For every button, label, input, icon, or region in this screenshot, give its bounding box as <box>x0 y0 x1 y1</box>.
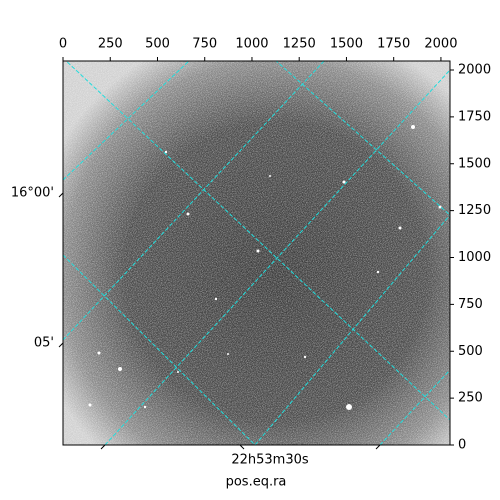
y-tick-label: 1750 <box>458 109 491 124</box>
ra-tick <box>100 444 106 450</box>
x-tick-label: 2000 <box>424 37 457 52</box>
x-tick-label: 1500 <box>330 37 363 52</box>
y-tick-label: 2000 <box>458 63 491 78</box>
dec-label: 16°00' <box>11 186 54 201</box>
x-axis-label: pos.eq.ra <box>226 475 287 490</box>
x-tick-label: 250 <box>98 37 123 52</box>
plot-frame <box>62 60 451 446</box>
y-tick-label: 1000 <box>458 250 491 265</box>
y-tick-label: 750 <box>458 297 483 312</box>
y-tick-label: 1250 <box>458 203 491 218</box>
dec-tick <box>58 342 64 348</box>
y-tick-label: 0 <box>458 438 466 453</box>
x-tick-label: 1000 <box>235 37 268 52</box>
x-tick-label: 500 <box>145 37 170 52</box>
dec-tick <box>58 192 64 198</box>
x-tick-label: 750 <box>192 37 217 52</box>
y-tick-label: 500 <box>458 344 483 359</box>
ra-label: 22h53m30s <box>231 453 309 468</box>
dec-label: 05' <box>34 336 54 351</box>
x-tick-label: 1750 <box>377 37 410 52</box>
y-tick-label: 1500 <box>458 156 491 171</box>
x-tick-label: 1250 <box>283 37 316 52</box>
ra-tick <box>375 444 381 450</box>
sky-image <box>63 61 450 445</box>
ra-tick <box>239 444 245 450</box>
stars <box>88 125 442 410</box>
x-tick-label: 0 <box>59 37 67 52</box>
y-tick-label: 250 <box>458 391 483 406</box>
